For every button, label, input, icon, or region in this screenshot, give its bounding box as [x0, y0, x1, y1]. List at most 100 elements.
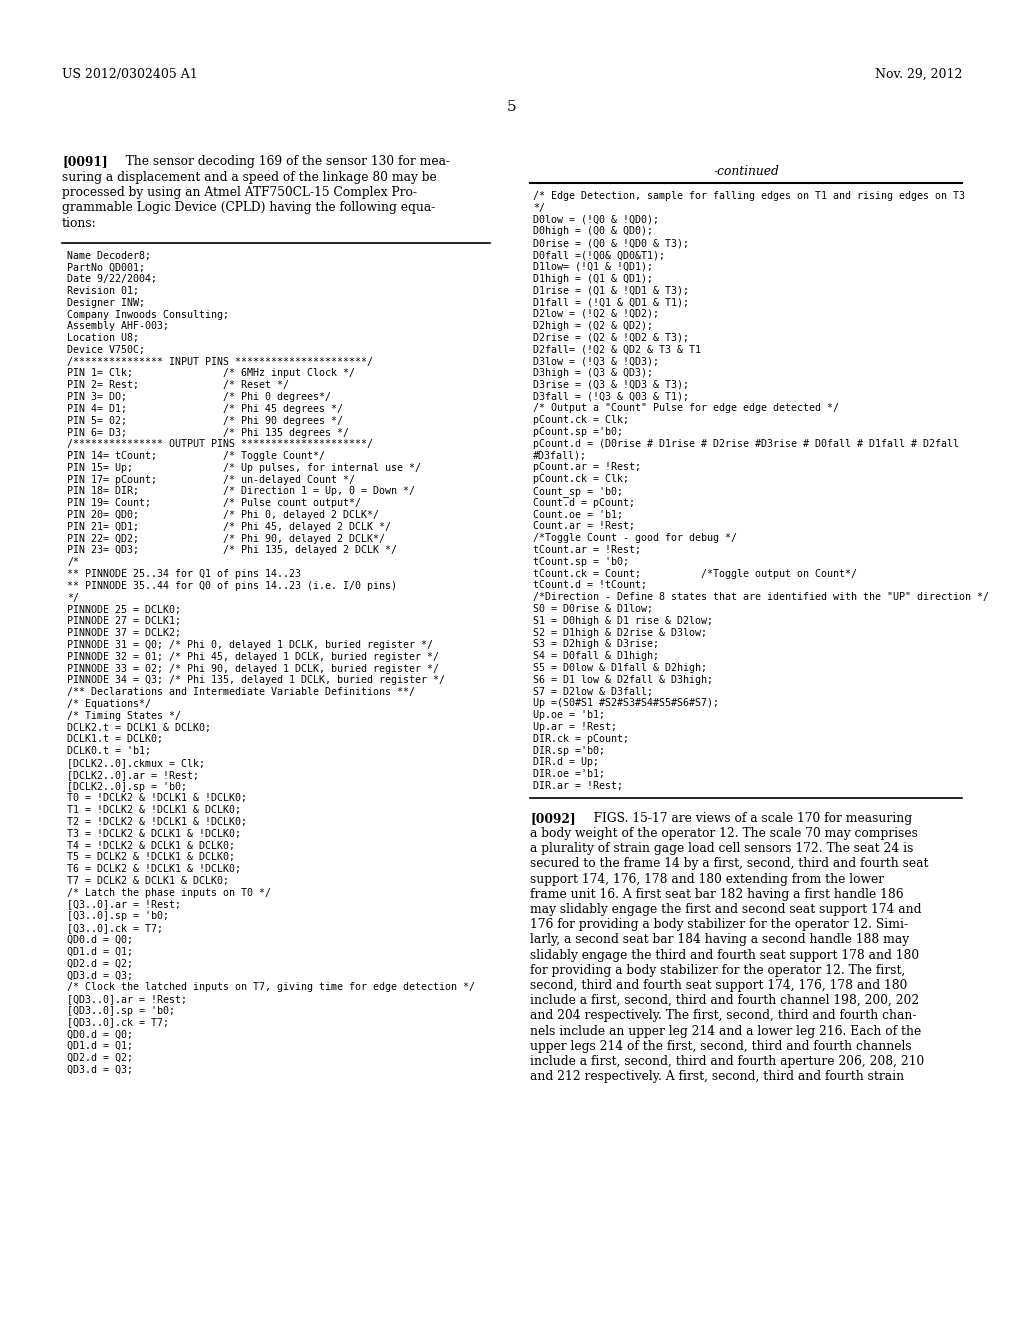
- Text: PIN 22= QD2;              /* Phi 90, delayed 2 DCLK*/: PIN 22= QD2; /* Phi 90, delayed 2 DCLK*/: [67, 533, 385, 544]
- Text: -continued: -continued: [713, 165, 779, 178]
- Text: T2 = !DCLK2 & !DCLK1 & !DCLK0;: T2 = !DCLK2 & !DCLK1 & !DCLK0;: [67, 817, 247, 826]
- Text: #D3fall);: #D3fall);: [534, 450, 587, 461]
- Text: Designer INW;: Designer INW;: [67, 298, 145, 308]
- Text: Company Inwoods Consulting;: Company Inwoods Consulting;: [67, 309, 229, 319]
- Text: D0rise = (Q0 & !QD0 & T3);: D0rise = (Q0 & !QD0 & T3);: [534, 238, 689, 248]
- Text: Count.d = pCount;: Count.d = pCount;: [534, 498, 635, 508]
- Text: PIN 3= DO;                /* Phi 0 degrees*/: PIN 3= DO; /* Phi 0 degrees*/: [67, 392, 331, 403]
- Text: /* Timing States */: /* Timing States */: [67, 710, 181, 721]
- Text: for providing a body stabilizer for the operator 12. The first,: for providing a body stabilizer for the …: [530, 964, 905, 977]
- Text: D3low = (!Q3 & !QD3);: D3low = (!Q3 & !QD3);: [534, 356, 659, 366]
- Text: include a first, second, third and fourth aperture 206, 208, 210: include a first, second, third and fourt…: [530, 1055, 925, 1068]
- Text: [DCLK2..0].ckmux = Clk;: [DCLK2..0].ckmux = Clk;: [67, 758, 205, 768]
- Text: PINNODE 37 = DCLK2;: PINNODE 37 = DCLK2;: [67, 628, 181, 638]
- Text: 5: 5: [507, 100, 517, 114]
- Text: S7 = D2low & D3fall;: S7 = D2low & D3fall;: [534, 686, 653, 697]
- Text: QD2.d = Q2;: QD2.d = Q2;: [67, 958, 133, 969]
- Text: D2rise = (Q2 & !QD2 & T3);: D2rise = (Q2 & !QD2 & T3);: [534, 333, 689, 343]
- Text: Date 9/22/2004;: Date 9/22/2004;: [67, 275, 157, 284]
- Text: [0091]: [0091]: [62, 154, 108, 168]
- Text: pCount.sp ='b0;: pCount.sp ='b0;: [534, 426, 623, 437]
- Text: Count.ar = !Rest;: Count.ar = !Rest;: [534, 521, 635, 532]
- Text: S1 = D0high & D1 rise & D2low;: S1 = D0high & D1 rise & D2low;: [534, 616, 713, 626]
- Text: D1high = (Q1 & QD1);: D1high = (Q1 & QD1);: [534, 273, 653, 284]
- Text: ** PINNODE 25..34 for Q1 of pins 14..23: ** PINNODE 25..34 for Q1 of pins 14..23: [67, 569, 301, 579]
- Text: D2low = (!Q2 & !QD2);: D2low = (!Q2 & !QD2);: [534, 309, 659, 319]
- Text: /* Equations*/: /* Equations*/: [67, 698, 151, 709]
- Text: /*************** INPUT PINS **********************/: /*************** INPUT PINS ************…: [67, 356, 373, 367]
- Text: [QD3..0].sp = 'b0;: [QD3..0].sp = 'b0;: [67, 1006, 175, 1015]
- Text: DIR.sp ='b0;: DIR.sp ='b0;: [534, 746, 605, 755]
- Text: S3 = D2high & D3rise;: S3 = D2high & D3rise;: [534, 639, 659, 649]
- Text: */: */: [67, 593, 79, 603]
- Text: QD1.d = Q1;: QD1.d = Q1;: [67, 1041, 133, 1051]
- Text: Location U8;: Location U8;: [67, 333, 139, 343]
- Text: include a first, second, third and fourth channel 198, 200, 202: include a first, second, third and fourt…: [530, 994, 920, 1007]
- Text: [DCLK2..0].sp = 'b0;: [DCLK2..0].sp = 'b0;: [67, 781, 187, 792]
- Text: PINNODE 33 = 02; /* Phi 90, delayed 1 DCLK, buried register */: PINNODE 33 = 02; /* Phi 90, delayed 1 DC…: [67, 664, 439, 673]
- Text: D1rise = (Q1 & !QD1 & T3);: D1rise = (Q1 & !QD1 & T3);: [534, 285, 689, 296]
- Text: grammable Logic Device (CPLD) having the following equa-: grammable Logic Device (CPLD) having the…: [62, 202, 435, 214]
- Text: PINNODE 27 = DCLK1;: PINNODE 27 = DCLK1;: [67, 616, 181, 626]
- Text: upper legs 214 of the first, second, third and fourth channels: upper legs 214 of the first, second, thi…: [530, 1040, 911, 1053]
- Text: DIR.ck = pCount;: DIR.ck = pCount;: [534, 734, 629, 743]
- Text: D0fall =(!Q0& QD0&T1);: D0fall =(!Q0& QD0&T1);: [534, 249, 665, 260]
- Text: The sensor decoding 169 of the sensor 130 for mea-: The sensor decoding 169 of the sensor 13…: [114, 154, 451, 168]
- Text: Device V750C;: Device V750C;: [67, 345, 145, 355]
- Text: /*Direction - Define 8 states that are identified with the "UP" direction */: /*Direction - Define 8 states that are i…: [534, 593, 989, 602]
- Text: 176 for providing a body stabilizer for the operator 12. Simi-: 176 for providing a body stabilizer for …: [530, 919, 908, 931]
- Text: PINNODE 31 = Q0; /* Phi 0, delayed 1 DCLK, buried register */: PINNODE 31 = Q0; /* Phi 0, delayed 1 DCL…: [67, 640, 433, 649]
- Text: D3rise = (Q3 & !QD3 & T3);: D3rise = (Q3 & !QD3 & T3);: [534, 380, 689, 389]
- Text: PIN 18= DIR;              /* Direction 1 = Up, 0 = Down */: PIN 18= DIR; /* Direction 1 = Up, 0 = Do…: [67, 487, 415, 496]
- Text: Count.oe = 'b1;: Count.oe = 'b1;: [534, 510, 623, 520]
- Text: T0 = !DCLK2 & !DCLK1 & !DCLK0;: T0 = !DCLK2 & !DCLK1 & !DCLK0;: [67, 793, 247, 804]
- Text: D1low= (!Q1 & !QD1);: D1low= (!Q1 & !QD1);: [534, 261, 653, 272]
- Text: S2 = D1high & D2rise & D3low;: S2 = D1high & D2rise & D3low;: [534, 627, 707, 638]
- Text: PIN 17= pCount;           /* un-delayed Count */: PIN 17= pCount; /* un-delayed Count */: [67, 475, 355, 484]
- Text: DCLK1.t = DCLK0;: DCLK1.t = DCLK0;: [67, 734, 163, 744]
- Text: DIR.ar = !Rest;: DIR.ar = !Rest;: [534, 781, 623, 791]
- Text: [QD3..0].ck = T7;: [QD3..0].ck = T7;: [67, 1018, 169, 1027]
- Text: Up.ar = !Rest;: Up.ar = !Rest;: [534, 722, 617, 733]
- Text: processed by using an Atmel ATF750CL-15 Complex Pro-: processed by using an Atmel ATF750CL-15 …: [62, 186, 417, 199]
- Text: larly, a second seat bar 184 having a second handle 188 may: larly, a second seat bar 184 having a se…: [530, 933, 909, 946]
- Text: PIN 5= 02;                /* Phi 90 degrees */: PIN 5= 02; /* Phi 90 degrees */: [67, 416, 343, 425]
- Text: nels include an upper leg 214 and a lower leg 216. Each of the: nels include an upper leg 214 and a lowe…: [530, 1024, 922, 1038]
- Text: PIN 2= Rest;              /* Reset */: PIN 2= Rest; /* Reset */: [67, 380, 289, 391]
- Text: QD3.d = Q3;: QD3.d = Q3;: [67, 970, 133, 981]
- Text: tCount.ck = Count;          /*Toggle output on Count*/: tCount.ck = Count; /*Toggle output on Co…: [534, 569, 857, 578]
- Text: tCount.d = !tCount;: tCount.d = !tCount;: [534, 581, 647, 590]
- Text: [Q3..0].sp = 'b0;: [Q3..0].sp = 'b0;: [67, 911, 169, 921]
- Text: tCount.ar = !Rest;: tCount.ar = !Rest;: [534, 545, 641, 554]
- Text: QD0.d = Q0;: QD0.d = Q0;: [67, 935, 133, 945]
- Text: Count_sp = 'b0;: Count_sp = 'b0;: [534, 486, 623, 496]
- Text: /* Latch the phase inputs on T0 */: /* Latch the phase inputs on T0 */: [67, 888, 271, 898]
- Text: tCount.sp = 'b0;: tCount.sp = 'b0;: [534, 557, 629, 566]
- Text: D2high = (Q2 & QD2);: D2high = (Q2 & QD2);: [534, 321, 653, 331]
- Text: PINNODE 25 = DCLK0;: PINNODE 25 = DCLK0;: [67, 605, 181, 615]
- Text: pCount.d = (D0rise # D1rise # D2rise #D3rise # D0fall # D1fall # D2fall: pCount.d = (D0rise # D1rise # D2rise #D3…: [534, 438, 959, 449]
- Text: /*Toggle Count - good for debug */: /*Toggle Count - good for debug */: [534, 533, 737, 544]
- Text: D0low = (!Q0 & !QD0);: D0low = (!Q0 & !QD0);: [534, 215, 659, 224]
- Text: Name Decoder8;: Name Decoder8;: [67, 251, 151, 260]
- Text: T7 = DCLK2 & DCLK1 & DCLK0;: T7 = DCLK2 & DCLK1 & DCLK0;: [67, 876, 229, 886]
- Text: T4 = !DCLK2 & DCLK1 & DCLK0;: T4 = !DCLK2 & DCLK1 & DCLK0;: [67, 841, 234, 850]
- Text: pCount.ck = Clk;: pCount.ck = Clk;: [534, 416, 629, 425]
- Text: DIR.d = Up;: DIR.d = Up;: [534, 758, 599, 767]
- Text: T3 = !DCLK2 & DCLK1 & !DCLK0;: T3 = !DCLK2 & DCLK1 & !DCLK0;: [67, 829, 241, 838]
- Text: /* Clock the latched inputs on T7, giving time for edge detection */: /* Clock the latched inputs on T7, givin…: [67, 982, 475, 993]
- Text: Revision 01;: Revision 01;: [67, 286, 139, 296]
- Text: PIN 4= D1;                /* Phi 45 degrees */: PIN 4= D1; /* Phi 45 degrees */: [67, 404, 343, 414]
- Text: tions:: tions:: [62, 216, 96, 230]
- Text: T1 = !DCLK2 & !DCLK1 & DCLK0;: T1 = !DCLK2 & !DCLK1 & DCLK0;: [67, 805, 241, 814]
- Text: PIN 19= Count;            /* Pulse count output*/: PIN 19= Count; /* Pulse count output*/: [67, 498, 361, 508]
- Text: D3fall = (!Q3 & Q03 & T1);: D3fall = (!Q3 & Q03 & T1);: [534, 392, 689, 401]
- Text: PIN 21= QD1;              /* Phi 45, delayed 2 DCLK */: PIN 21= QD1; /* Phi 45, delayed 2 DCLK *…: [67, 521, 391, 532]
- Text: /** Declarations and Intermediate Variable Definitions **/: /** Declarations and Intermediate Variab…: [67, 688, 415, 697]
- Text: Assembly AHF-003;: Assembly AHF-003;: [67, 321, 169, 331]
- Text: PINNODE 34 = Q3; /* Phi 135, delayed 1 DCLK, buried register */: PINNODE 34 = Q3; /* Phi 135, delayed 1 D…: [67, 676, 445, 685]
- Text: D3high = (Q3 & QD3);: D3high = (Q3 & QD3);: [534, 368, 653, 378]
- Text: D1fall = (!Q1 & QD1 & T1);: D1fall = (!Q1 & QD1 & T1);: [534, 297, 689, 308]
- Text: a plurality of strain gage load cell sensors 172. The seat 24 is: a plurality of strain gage load cell sen…: [530, 842, 913, 855]
- Text: PIN 20= QD0;              /* Phi 0, delayed 2 DCLK*/: PIN 20= QD0; /* Phi 0, delayed 2 DCLK*/: [67, 510, 379, 520]
